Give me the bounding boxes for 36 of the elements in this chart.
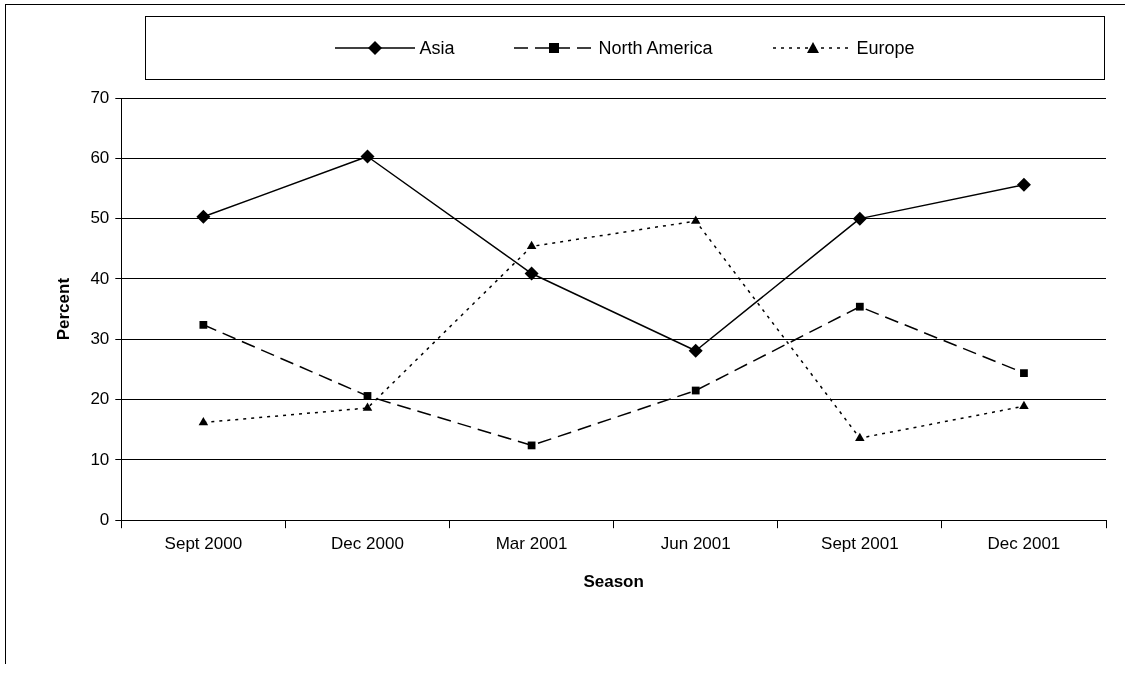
x-tick-label: Mar 2001 [495, 534, 568, 554]
x-tick-label: Sept 2000 [164, 534, 243, 554]
y-tick-label: 10 [90, 449, 110, 469]
point [198, 416, 209, 426]
point [196, 209, 211, 224]
point [690, 215, 701, 224]
x-tick-label: Dec 2000 [331, 534, 404, 554]
x-tick-label: Jun 2001 [660, 534, 731, 554]
legend-label: North America [598, 37, 713, 59]
y-tick-label: 60 [90, 148, 110, 167]
y-tick-label: 40 [90, 268, 110, 288]
point [691, 386, 700, 395]
point [855, 432, 865, 441]
point [688, 343, 703, 358]
y-tick-label: 70 [90, 87, 110, 107]
x-axis-title: Season [583, 572, 644, 592]
point [360, 149, 375, 164]
y-tick-label: 0 [99, 509, 110, 529]
legend-label: Asia [419, 37, 455, 59]
point [526, 240, 537, 250]
point [1020, 369, 1028, 377]
point [1019, 400, 1029, 409]
y-tick-label: 30 [90, 328, 110, 348]
point [855, 302, 864, 311]
y-axis-title: Percent [53, 277, 73, 341]
point [199, 320, 208, 329]
point [524, 266, 539, 281]
x-tick-label: Sept 2001 [821, 534, 899, 554]
y-tick-label: 50 [90, 208, 110, 228]
legend-label: Europe [856, 37, 915, 59]
point [852, 211, 867, 226]
x-tick-label: Dec 2001 [987, 534, 1061, 554]
point [363, 392, 372, 400]
y-tick-label: 20 [90, 389, 110, 409]
point [1016, 177, 1031, 192]
point [362, 402, 373, 411]
